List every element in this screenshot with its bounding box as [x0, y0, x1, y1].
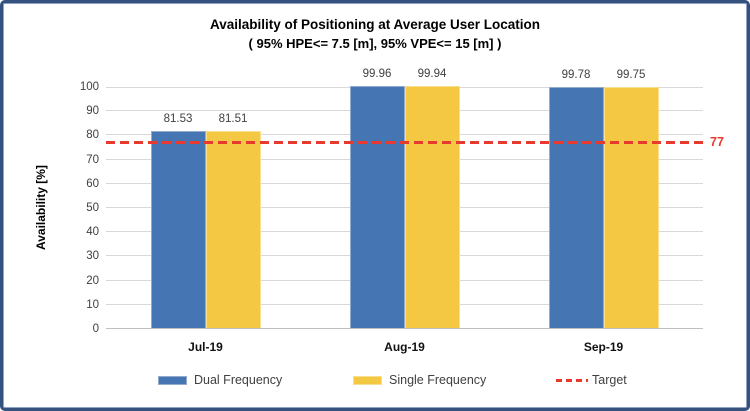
- y-tick-label-90: 90: [86, 105, 99, 118]
- y-tick-label-10: 10: [86, 298, 99, 311]
- chart-title: Availability of Positioning at Average U…: [209, 17, 541, 32]
- x-axis-label-aug-19: Aug-19: [384, 340, 425, 354]
- y-tick-label-50: 50: [86, 202, 99, 214]
- bar-group-aug-19: 99.96 99.94: [349, 68, 460, 328]
- legend-label-dual-frequency: Dual Frequency: [194, 373, 283, 387]
- target-line: [106, 140, 703, 144]
- legend-label-target: Target: [592, 373, 627, 387]
- bar-dual-frequency-sep-19: 99.78: [548, 69, 604, 328]
- y-tick-label-60: 60: [86, 177, 99, 190]
- bar-dual-frequency-jul-19: 81.53: [150, 113, 206, 328]
- legend-item-dual-frequency: Dual Frequency: [158, 372, 282, 388]
- y-tick-label-100: 100: [79, 81, 99, 93]
- legend-item-target: Target: [556, 372, 627, 388]
- target-value-label: 77: [710, 134, 724, 149]
- value-label-dual-frequency-aug-19: 99.96: [362, 68, 392, 81]
- bar-single-frequency-jul-19: 81.51: [205, 113, 261, 328]
- chart-subtitle: ( 95% HPE<= 7.5 [m], 95% VPE<= 15 [m] ): [248, 36, 502, 51]
- legend-label-single-frequency: Single Frequency: [389, 373, 487, 387]
- single-frequency-swatch: [353, 375, 382, 385]
- bar-single-frequency-sep-19: 99.75: [603, 69, 659, 328]
- bar-group-sep-19: 99.78 99.75: [548, 69, 659, 328]
- plot-area: 81.53 81.51 99.96 99.94 99.78 99.75: [106, 68, 703, 329]
- value-label-dual-frequency-jul-19: 81.53: [163, 112, 193, 125]
- bar-single-frequency-aug-19: 99.94: [404, 68, 460, 328]
- legend-item-single-frequency: Single Frequency: [353, 372, 486, 388]
- target-line-swatch: [556, 378, 588, 382]
- legend: Dual Frequency Single Frequency Target: [3, 372, 747, 390]
- value-label-single-frequency-aug-19: 99.94: [417, 68, 447, 81]
- y-tick-label-0: 0: [92, 323, 99, 335]
- bar-group-jul-19: 81.53 81.51: [150, 113, 261, 328]
- x-axis-labels: Jul-19 Aug-19 Sep-19: [106, 340, 703, 356]
- y-axis-tick-labels: 0 10 20 30 40 50 60 70 80 90 100: [3, 81, 99, 335]
- y-tick-label-30: 30: [86, 250, 99, 263]
- y-tick-label-70: 70: [86, 153, 99, 166]
- value-label-dual-frequency-sep-19: 99.78: [561, 68, 591, 81]
- y-tick-label-40: 40: [86, 226, 99, 239]
- y-tick-label-80: 80: [86, 129, 99, 142]
- bar-dual-frequency-aug-19: 99.96: [349, 68, 405, 328]
- y-tick-label-20: 20: [86, 274, 99, 287]
- value-label-single-frequency-jul-19: 81.51: [218, 112, 248, 125]
- x-axis-label-jul-19: Jul-19: [188, 340, 223, 354]
- x-axis-label-sep-19: Sep-19: [583, 340, 624, 354]
- dual-frequency-swatch: [158, 375, 187, 385]
- value-label-single-frequency-sep-19: 99.75: [616, 68, 646, 81]
- gridline-0: [106, 328, 703, 329]
